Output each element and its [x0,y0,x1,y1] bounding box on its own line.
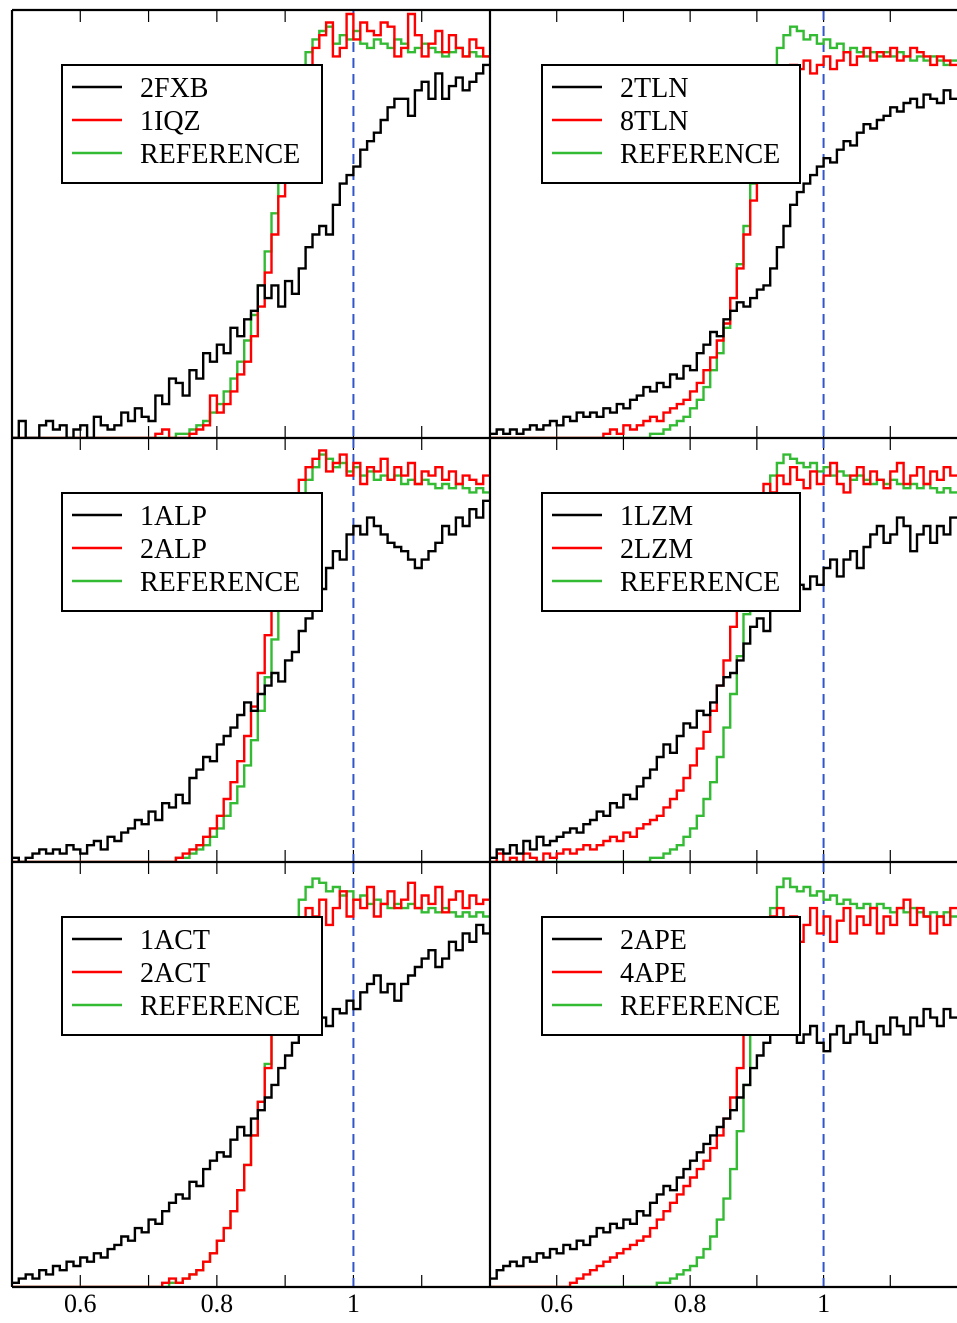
legend-label: 1LZM [620,501,693,532]
x-tick-label: 0.8 [674,1289,707,1318]
panels-group: 2FXB1IQZREFERENCE2TLN8TLNREFERENCE1ALP2A… [10,8,957,1318]
x-tick-label: 1 [817,1289,830,1318]
series-line-2ape [490,1007,957,1280]
panel-frame [10,8,957,1289]
legend-label: REFERENCE [620,991,780,1022]
x-tick-label: 0.8 [201,1289,234,1318]
legend-box [541,492,801,612]
legend-label: 1IQZ [140,106,201,137]
legend-label: REFERENCE [620,139,780,170]
series-line-2lzm [490,461,957,862]
legend-box [61,64,323,184]
series-line-1lzm [490,516,957,859]
legend-label: REFERENCE [620,567,780,598]
x-tick-label: 1 [347,1289,360,1318]
legend-label: 2ALP [140,534,207,565]
x-tick-label: 0.6 [64,1289,97,1318]
legend-label: 2FXB [140,73,208,104]
series-line-2tln [490,89,957,435]
legend-box [61,916,323,1036]
series-line-4ape [490,898,957,1287]
legend-label: 8TLN [620,106,688,137]
legend-label: REFERENCE [140,567,300,598]
series-line-2fxb [12,63,490,438]
legend-label: 1ACT [140,925,210,956]
legend-label: 2APE [620,925,687,956]
legend-box [541,916,801,1036]
legend-label: 2LZM [620,534,693,565]
series-line-1alp [12,499,490,862]
legend-box [541,64,801,184]
series-line-1act [12,923,490,1284]
legend-label: REFERENCE [140,139,300,170]
legend-label: 2TLN [620,73,688,104]
series-line-8tln [490,46,957,438]
legend-label: 4APE [620,958,687,989]
legend-box [61,492,323,612]
legend-label: REFERENCE [140,991,300,1022]
legend-label: 2ACT [140,958,210,989]
legend-label: 1ALP [140,501,207,532]
x-tick-label: 0.6 [540,1289,573,1318]
